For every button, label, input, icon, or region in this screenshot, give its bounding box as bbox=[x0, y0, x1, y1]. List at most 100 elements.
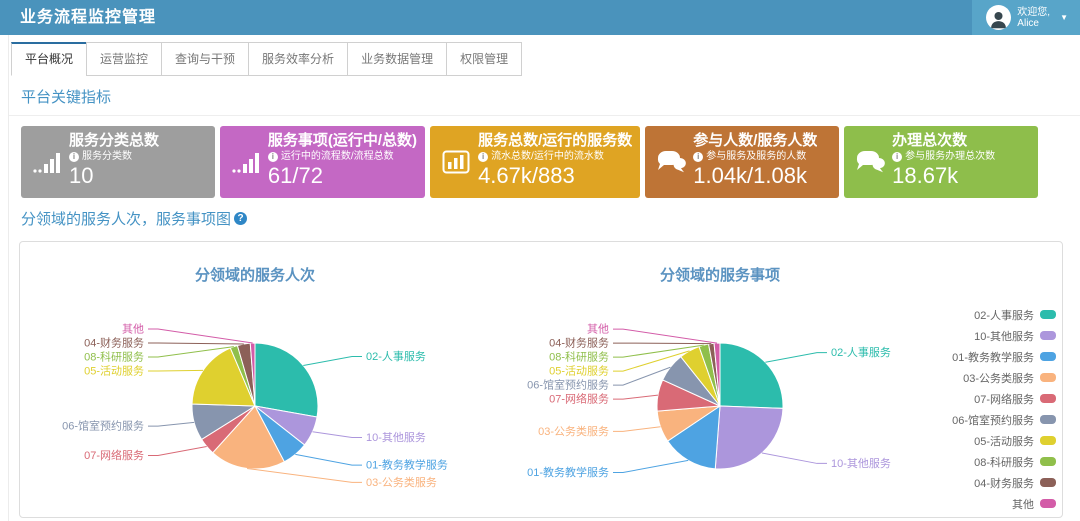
kpi-title: 服务事项(运行中/总数) bbox=[267, 132, 418, 149]
bar-chart-icon bbox=[434, 131, 478, 193]
legend-marker bbox=[1040, 499, 1056, 508]
legend-marker bbox=[1040, 310, 1056, 319]
help-icon[interactable]: ? bbox=[234, 212, 248, 225]
legend-item[interactable]: 07-网络服务 bbox=[974, 388, 1056, 409]
kpi-value: 18.67k bbox=[892, 163, 959, 188]
kpi-subtitle: 服务分类数 bbox=[82, 151, 132, 162]
avatar-icon bbox=[986, 5, 1012, 30]
legend-marker bbox=[1040, 352, 1056, 361]
tab-platform-overview[interactable]: 平台概况 bbox=[11, 42, 88, 76]
username: Alice bbox=[1017, 17, 1039, 29]
legend-label: 01-教务教学服务 bbox=[952, 351, 1034, 364]
legend-label: 02-人事服务 bbox=[974, 309, 1034, 322]
pie-slice bbox=[714, 405, 784, 470]
app-title: 业务流程监控管理 bbox=[20, 9, 157, 26]
info-icon: i bbox=[69, 151, 79, 162]
pie-label: 10-其他服务 bbox=[831, 457, 891, 470]
chat-bubbles-icon bbox=[848, 131, 892, 193]
legend-label: 03-公务类服务 bbox=[963, 372, 1034, 385]
pie-label-line bbox=[247, 468, 362, 483]
pie-label: 03-公务类服务 bbox=[538, 424, 609, 438]
tab-query-intervene[interactable]: 查询与干预 bbox=[161, 42, 250, 76]
legend-item[interactable]: 08-科研服务 bbox=[974, 451, 1056, 472]
pie-label: 06-馆室预约服务 bbox=[527, 378, 609, 392]
kpi-title: 参与人数/服务人数 bbox=[693, 132, 818, 149]
pie-label: 08-科研服务 bbox=[84, 350, 144, 364]
tab-permission[interactable]: 权限管理 bbox=[446, 42, 523, 76]
pie-label-line bbox=[148, 445, 207, 456]
legend-label: 10-其他服务 bbox=[974, 330, 1034, 343]
chevron-down-icon[interactable]: ▼ bbox=[1060, 13, 1068, 22]
pie-slice bbox=[254, 342, 319, 418]
kpi-value: 61/72 bbox=[267, 163, 323, 188]
pie-label: 02-人事服务 bbox=[366, 350, 426, 363]
legend-item[interactable]: 01-教务教学服务 bbox=[952, 346, 1056, 367]
legend-marker bbox=[1040, 436, 1056, 445]
kpi-cards-row: 服务分类总数 i 服务分类数 10 服务事项(运行中/总数) i 运行中的流程数/流… bbox=[21, 126, 1039, 198]
pie-label-line bbox=[148, 328, 253, 344]
pie-left-title: 分领域的服务人次 bbox=[194, 267, 315, 284]
kpi-card-flows: 服务总数/运行的服务数 i 流水总数/运行中的流水数 4.67k/883 bbox=[430, 126, 641, 198]
legend-item[interactable]: 03-公务类服务 bbox=[963, 367, 1056, 388]
legend-marker bbox=[1040, 457, 1056, 466]
signal-bars-icon bbox=[25, 131, 69, 193]
kpi-title: 办理总次数 bbox=[892, 132, 968, 149]
pie-slice bbox=[191, 347, 256, 407]
kpi-card-service-categories: 服务分类总数 i 服务分类数 10 bbox=[21, 126, 215, 198]
legend-label: 08-科研服务 bbox=[974, 456, 1034, 469]
kpi-title: 服务总数/运行的服务数 bbox=[478, 132, 633, 149]
legend-marker bbox=[1040, 415, 1056, 424]
user-menu[interactable]: 欢迎您, Alice ▼ bbox=[972, 0, 1080, 35]
tab-operation-monitor[interactable]: 运营监控 bbox=[86, 42, 163, 76]
kpi-card-total-transactions: 办理总次数 i 参与服务办理总次数 18.67k bbox=[844, 126, 1039, 198]
pie-label-line bbox=[613, 394, 658, 400]
pie-label: 07-网络服务 bbox=[549, 392, 609, 406]
chart-legend: 02-人事服务 10-其他服务 01-教务教学服务 03-公务类服务 07-网络服务 06… bbox=[952, 304, 1056, 514]
kpi-card-service-items: 服务事项(运行中/总数) i 运行中的流程数/流程总数 61/72 bbox=[219, 126, 426, 198]
kpi-value: 4.67k/883 bbox=[478, 163, 575, 188]
pie-slice bbox=[719, 342, 784, 409]
pie-slice bbox=[666, 405, 721, 470]
pie-label: 其他 bbox=[122, 323, 144, 336]
info-icon: i bbox=[478, 151, 489, 162]
tab-business-data[interactable]: 业务数据管理 bbox=[347, 42, 448, 76]
pie-label-line bbox=[148, 369, 204, 372]
pie-label-line bbox=[148, 342, 244, 345]
pie-label: 10-其他服务 bbox=[366, 431, 426, 444]
tab-service-efficiency[interactable]: 服务效率分析 bbox=[248, 42, 349, 76]
info-icon: i bbox=[267, 151, 278, 162]
tab-bar: 平台概况 运营监控 查询与干预 服务效率分析 业务数据管理 权限管理 bbox=[9, 35, 1080, 76]
app-header: 业务流程监控管理 欢迎您, Alice ▼ bbox=[0, 0, 1080, 35]
pie-label-line bbox=[148, 346, 234, 358]
kpi-subtitle: 运行中的流程数/流程总数 bbox=[280, 151, 394, 162]
pie-label: 其他 bbox=[587, 323, 609, 336]
welcome-text: 欢迎您, Alice bbox=[1017, 6, 1051, 29]
info-icon: i bbox=[892, 151, 903, 162]
legend-item[interactable]: 06-馆室预约服务 bbox=[952, 409, 1056, 430]
pie-label: 06-馆室预约服务 bbox=[62, 419, 144, 433]
legend-label: 04-财务服务 bbox=[974, 477, 1034, 490]
pie-label-line bbox=[613, 350, 690, 372]
pie-label-line bbox=[303, 356, 362, 367]
legend-item[interactable]: 02-人事服务 bbox=[974, 304, 1056, 325]
pie-label: 05-活动服务 bbox=[84, 365, 144, 378]
page-body: 平台概况 运营监控 查询与干预 服务效率分析 业务数据管理 权限管理 平台关键指… bbox=[8, 35, 1080, 521]
kpi-value: 1.04k/1.08k bbox=[693, 163, 807, 188]
charts-section-title: 分领域的服务人次，服务事项图 ? bbox=[9, 198, 1080, 235]
pie-label-line bbox=[761, 452, 827, 464]
kpi-title: 服务分类总数 bbox=[69, 132, 160, 149]
pie-label: 01-教务教学服务 bbox=[527, 465, 609, 479]
pie-label: 05-活动服务 bbox=[549, 365, 609, 378]
legend-item[interactable]: 04-财务服务 bbox=[974, 472, 1056, 493]
legend-marker bbox=[1040, 373, 1056, 382]
legend-label: 05-活动服务 bbox=[974, 435, 1034, 448]
legend-item[interactable]: 10-其他服务 bbox=[974, 325, 1056, 346]
kpi-section-title: 平台关键指标 bbox=[9, 76, 1080, 116]
kpi-value: 10 bbox=[69, 163, 94, 188]
legend-item[interactable]: 05-活动服务 bbox=[974, 430, 1056, 451]
legend-item[interactable]: 其他 bbox=[1012, 493, 1056, 514]
pie-label: 03-公务类服务 bbox=[366, 475, 437, 489]
legend-label: 其他 bbox=[1012, 498, 1034, 511]
